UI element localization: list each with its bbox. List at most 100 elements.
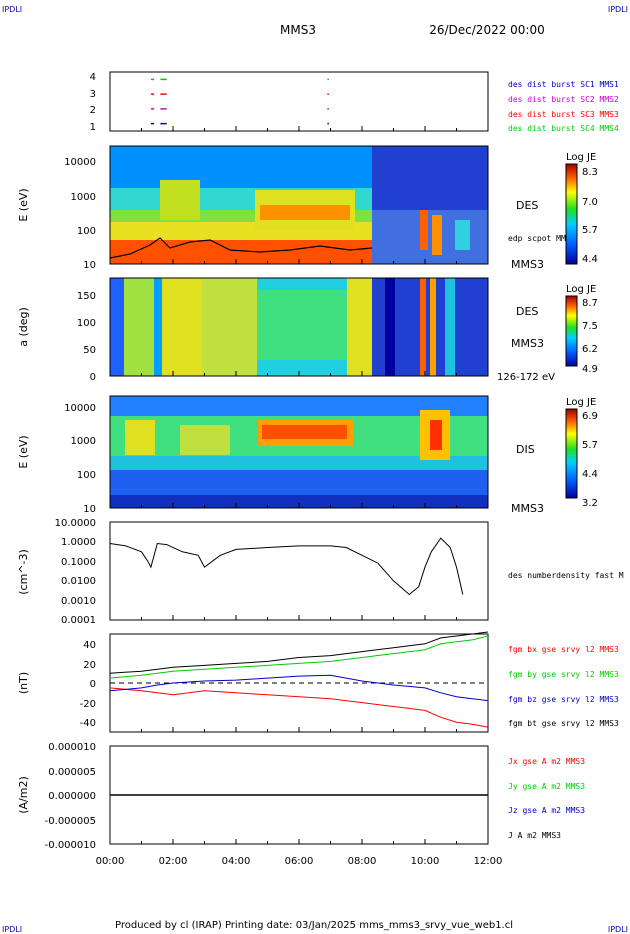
des-pitch-instrument: DES <box>516 305 538 318</box>
current-ytick-5: -0.000010 <box>45 840 96 851</box>
density-ytick-10: 10.0000 <box>55 518 96 529</box>
corner-label-bottom-right: IPDLI <box>608 925 628 934</box>
fgm-bz-line <box>109 674 489 702</box>
panel-current: 0.000010 0.000005 0.000000 -0.000005 -0.… <box>17 742 585 851</box>
des-pitch-cbar-tick-4: 4.9 <box>582 364 598 375</box>
des-pitch-ytick-50: 50 <box>83 345 96 356</box>
fgm-ytick-0: 0 <box>90 679 96 690</box>
fgm-ytick-20: 20 <box>83 660 96 671</box>
burst-ytick-2: 2 <box>90 105 96 116</box>
density-ytick-0.001: 0.0010 <box>61 596 96 607</box>
des-energy-cbar-tick-1: 8.3 <box>582 167 598 178</box>
fgm-legend-bt: fgm bt gse srvy l2 MMS3 <box>508 719 619 728</box>
panel-density-frame <box>109 521 489 621</box>
des-pitch-cbar-tick-3: 6.2 <box>582 344 598 355</box>
density-ytick-0.1: 0.1000 <box>61 557 96 568</box>
des-energy-spacecraft: MMS3 <box>511 258 544 271</box>
dis-energy-instrument: DIS <box>516 443 535 456</box>
des-energy-ytick-10000: 10000 <box>64 157 96 168</box>
burst-legend-sc3: des dist burst SC3 MMS3 <box>508 110 619 119</box>
fgm-bx-line <box>109 687 489 728</box>
corner-label-bottom-left: IPDLI <box>2 925 22 934</box>
header-datetime: 26/Dec/2022 00:00 <box>429 23 545 37</box>
fgm-ylabel: (nT) <box>17 672 30 694</box>
des-energy-cbar-tick-3: 5.7 <box>582 225 598 236</box>
time-tick-label-1000: 10:00 <box>411 856 440 867</box>
burst-ytick-4: 4 <box>90 72 96 83</box>
des-pitch-cbar-tick-2: 7.5 <box>582 321 598 332</box>
fgm-ytick--20: -20 <box>80 699 96 710</box>
des-pitch-cbar-tick-1: 8.7 <box>582 298 598 309</box>
des-energy-ytick-1000: 1000 <box>71 192 96 203</box>
fgm-legend-bz: fgm bz gse srvy l2 MMS3 <box>508 695 619 704</box>
time-tick-label-0400: 04:00 <box>222 856 251 867</box>
dis-energy-ylabel: E (eV) <box>17 435 30 468</box>
panel-dis-energy: 10000 1000 100 10 E (eV) DIS MMS3 Log JE… <box>17 395 598 515</box>
fgm-ytick-40: 40 <box>83 640 96 651</box>
fgm-legend-bx: fgm bx gse srvy l2 MMS3 <box>508 645 619 654</box>
dis-energy-cbar-tick-3: 4.4 <box>582 469 598 480</box>
burst-interval-marks <box>150 78 329 125</box>
dis-energy-colorbar <box>565 408 578 499</box>
time-tick-label-0800: 08:00 <box>348 856 377 867</box>
panel-des-pitch: 150 100 50 0 a (deg) DES MMS3 126-172 eV… <box>17 277 598 383</box>
dis-energy-ytick-100: 100 <box>77 470 96 481</box>
density-ytick-0.01: 0.0100 <box>61 576 96 587</box>
fgm-by-line <box>109 635 489 679</box>
density-series-line <box>109 537 464 596</box>
des-pitch-ytick-0: 0 <box>90 372 96 383</box>
time-tick-label-0000: 00:00 <box>96 856 125 867</box>
panel-burst-frame <box>109 71 489 132</box>
burst-ytick-3: 3 <box>90 89 96 100</box>
density-ylabel: (cm^-3) <box>17 549 30 595</box>
burst-ytick-1: 1 <box>90 122 96 133</box>
dis-energy-ytick-10: 10 <box>83 504 96 515</box>
panel-des-energy: 10000 1000 100 10 E (eV) DES edp scpot M… <box>17 145 598 271</box>
dis-energy-cbar-title: Log JE <box>566 397 596 408</box>
header-spacecraft: MMS3 <box>280 23 316 37</box>
des-energy-overlay-label: edp scpot MMS3 <box>508 234 576 243</box>
panel-burst: 4 3 2 1 des dist burst SC1 MMS1 des dist… <box>90 71 619 133</box>
dis-energy-cbar-tick-1: 6.9 <box>582 411 598 422</box>
des-energy-instrument: DES <box>516 199 538 212</box>
dis-energy-cbar-tick-2: 5.7 <box>582 440 598 451</box>
corner-label-top-left: IPDLI <box>2 5 22 14</box>
current-ylabel: (A/m2) <box>17 776 30 814</box>
density-ytick-1: 1.0000 <box>61 537 96 548</box>
fgm-ytick--40: -40 <box>80 718 96 729</box>
des-pitch-spectrogram <box>110 278 488 376</box>
fgm-bt-line <box>109 631 489 674</box>
des-energy-ytick-10: 10 <box>83 260 96 271</box>
current-ytick-3: 0.000000 <box>48 791 96 802</box>
current-ytick-1: 0.000010 <box>48 742 96 753</box>
panel-fgm: 40 20 0 -20 -40 (nT) fgm bx gse srvy l2 … <box>17 631 619 733</box>
dis-energy-ytick-1000: 1000 <box>71 436 96 447</box>
time-tick-label-0200: 02:00 <box>159 856 188 867</box>
des-energy-ytick-100: 100 <box>77 226 96 237</box>
des-scpot-line <box>109 237 373 259</box>
corner-label-top-right: IPDLI <box>608 5 628 14</box>
current-legend-jy: Jy gse A m2 MMS3 <box>508 782 585 791</box>
current-legend-jx: Jx gse A m2 MMS3 <box>508 757 585 766</box>
fgm-legend-by: fgm by gse srvy l2 MMS3 <box>508 670 619 679</box>
des-energy-colorbar <box>565 163 578 265</box>
current-legend-jz: Jz gse A m2 MMS3 <box>508 806 585 815</box>
current-ytick-2: 0.000005 <box>48 767 96 778</box>
density-legend: des numberdensity fast M <box>508 571 624 580</box>
burst-legend-sc4: des dist burst SC4 MMS4 <box>508 124 619 133</box>
des-pitch-cbar-title: Log JE <box>566 284 596 295</box>
des-energy-cbar-tick-2: 7.0 <box>582 197 598 208</box>
des-pitch-ytick-100: 100 <box>77 318 96 329</box>
footer-text: Produced by cl (IRAP) Printing date: 03/… <box>115 920 513 931</box>
density-ytick-0.0001: 0.0001 <box>61 615 96 626</box>
dis-energy-spectrogram <box>110 396 488 508</box>
panel-density: 10.0000 1.0000 0.1000 0.0100 0.0010 0.00… <box>17 518 624 626</box>
time-tick-label-1200: 12:00 <box>474 856 503 867</box>
des-pitch-spacecraft: MMS3 <box>511 337 544 350</box>
current-ytick-4: -0.000005 <box>45 816 96 827</box>
dis-energy-spacecraft: MMS3 <box>511 502 544 515</box>
des-energy-spectrogram <box>109 146 488 264</box>
des-energy-cbar-title: Log JE <box>566 152 596 163</box>
